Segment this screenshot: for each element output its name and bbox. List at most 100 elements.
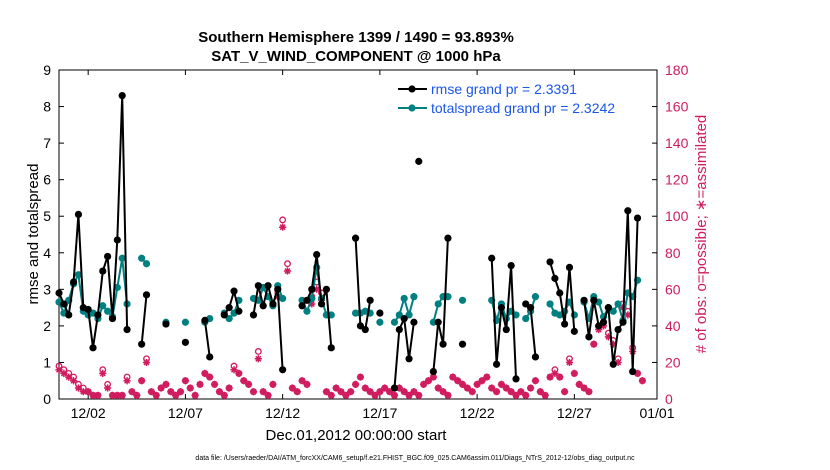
obs-assimilated-point [147,388,155,396]
obs-assimilated-point [526,384,535,392]
obs-assimilated-point [454,377,462,385]
obs-assimilated-point [113,391,121,399]
x-tick-label: 12/07 [168,405,203,421]
rmse-point [264,282,272,290]
right-tick-label: 180 [665,62,689,78]
spread-point [376,318,384,326]
spread-point [614,300,622,308]
rmse-point [512,375,520,383]
rmse-point [94,311,102,319]
obs-assimilated-point [215,388,224,396]
obs-assimilated-point [424,377,433,385]
obs-assimilated-point [488,384,496,392]
left-tick-label: 7 [43,135,51,151]
rmse-point [142,291,151,299]
obs-assimilated-point [502,384,510,392]
right-axis: 0 20 40 60 80 100 120 140 160 180 [652,62,689,407]
left-tick-label: 9 [43,62,51,78]
right-tick-label: 40 [665,318,681,334]
obs-assimilated-point [604,333,612,341]
rmse-point [434,318,442,326]
spread-point [410,293,418,301]
right-tick-label: 120 [665,172,689,188]
obs-assimilated-point [376,388,384,396]
spread-point [104,307,112,315]
rmse-line [583,210,639,372]
rmse-point [123,325,131,334]
spread-point [303,307,311,315]
rmse-point [104,252,112,261]
spread-point [546,300,554,308]
obs-assimilated-point [89,391,97,399]
rmse-point [531,353,540,361]
rmse-point [400,314,408,323]
rmse-point [361,325,369,334]
obs-assimilated-point [133,391,141,399]
rmse-point [351,234,360,242]
obs-assimilated-point [322,388,330,396]
rmse-point [619,318,627,326]
plot-area [58,69,658,400]
obs-assimilated-point [104,384,112,392]
legend-rmse-marker [408,85,416,93]
obs-assimilated-point [429,373,437,381]
rmse-point [118,91,126,100]
obs-assimilated-point [94,391,102,399]
obs-assimilated-point [361,384,369,392]
obs-assimilated-point [283,267,292,275]
left-axis: 0 1 2 3 4 5 6 7 8 9 [43,62,64,407]
obs-assimilated-point [181,377,190,385]
rmse-point [366,296,374,304]
rmse-point [298,302,306,310]
rmse-line [223,287,240,316]
obs-assimilated-point [444,391,452,399]
left-tick-label: 3 [43,281,51,297]
obs-assimilated-point [327,391,335,399]
spread-point [522,314,530,323]
obs-assimilated-point [152,391,160,399]
spread-point [570,311,578,319]
obs-assimilated-point [254,355,262,363]
rmse-point [376,309,384,317]
obs-assimilated-point [65,373,73,381]
obs-assimilated-point [167,388,175,396]
obs-assimilated-point [293,388,301,396]
obs-assimilated-point [138,377,146,385]
obs-assimilated-point [463,384,471,392]
x-axis-label: Dec.01,2012 00:00:00 start [266,427,448,444]
footnote: data file: /Users/raeder/DAI/ATM_forcXX/… [195,455,635,462]
rmse-point [444,234,452,242]
obs-assimilated-point [468,388,476,396]
obs-assimilated-point [220,391,228,399]
right-tick-label: 0 [665,391,673,407]
left-tick-label: 8 [43,99,51,115]
obs-assimilated-point [595,325,603,334]
rmse-point [439,340,447,348]
chart-title-line1: Southern Hemisphere 1399 / 1490 = 93.893… [198,29,514,46]
obs-assimilated-point [351,380,360,388]
rmse-point [181,338,190,346]
rmse-point [84,305,92,314]
obs-assimilated-point [79,388,87,396]
obs-assimilated-point [142,358,151,367]
obs-assimilated-point [206,373,214,381]
obs-assimilated-point [458,380,467,388]
rmse-point [410,318,418,326]
right-tick-label: 80 [665,245,681,261]
obs-assimilated-point [561,388,569,396]
rmse-point [570,327,578,335]
rmse-point [590,296,598,304]
y-axis-label-left: rmse and totalspread [25,164,42,305]
obs-assimilated-point [332,384,340,392]
legend: rmse grand pr = 2.3391 totalspread grand… [398,81,615,116]
chart-title-line2: SAT_V_WIND_COMPONENT @ 1000 hPa [211,48,501,65]
obs-assimilated-point [405,391,413,399]
rmse-point [113,236,121,244]
obs-assimilated-point [191,391,199,399]
obs-assimilated-point [507,388,515,396]
spread-point [181,318,190,326]
spread-point [531,293,540,301]
obs-assimilated-point [395,384,403,392]
obs-assimilated-point [288,384,296,392]
rmse-point [415,157,423,165]
